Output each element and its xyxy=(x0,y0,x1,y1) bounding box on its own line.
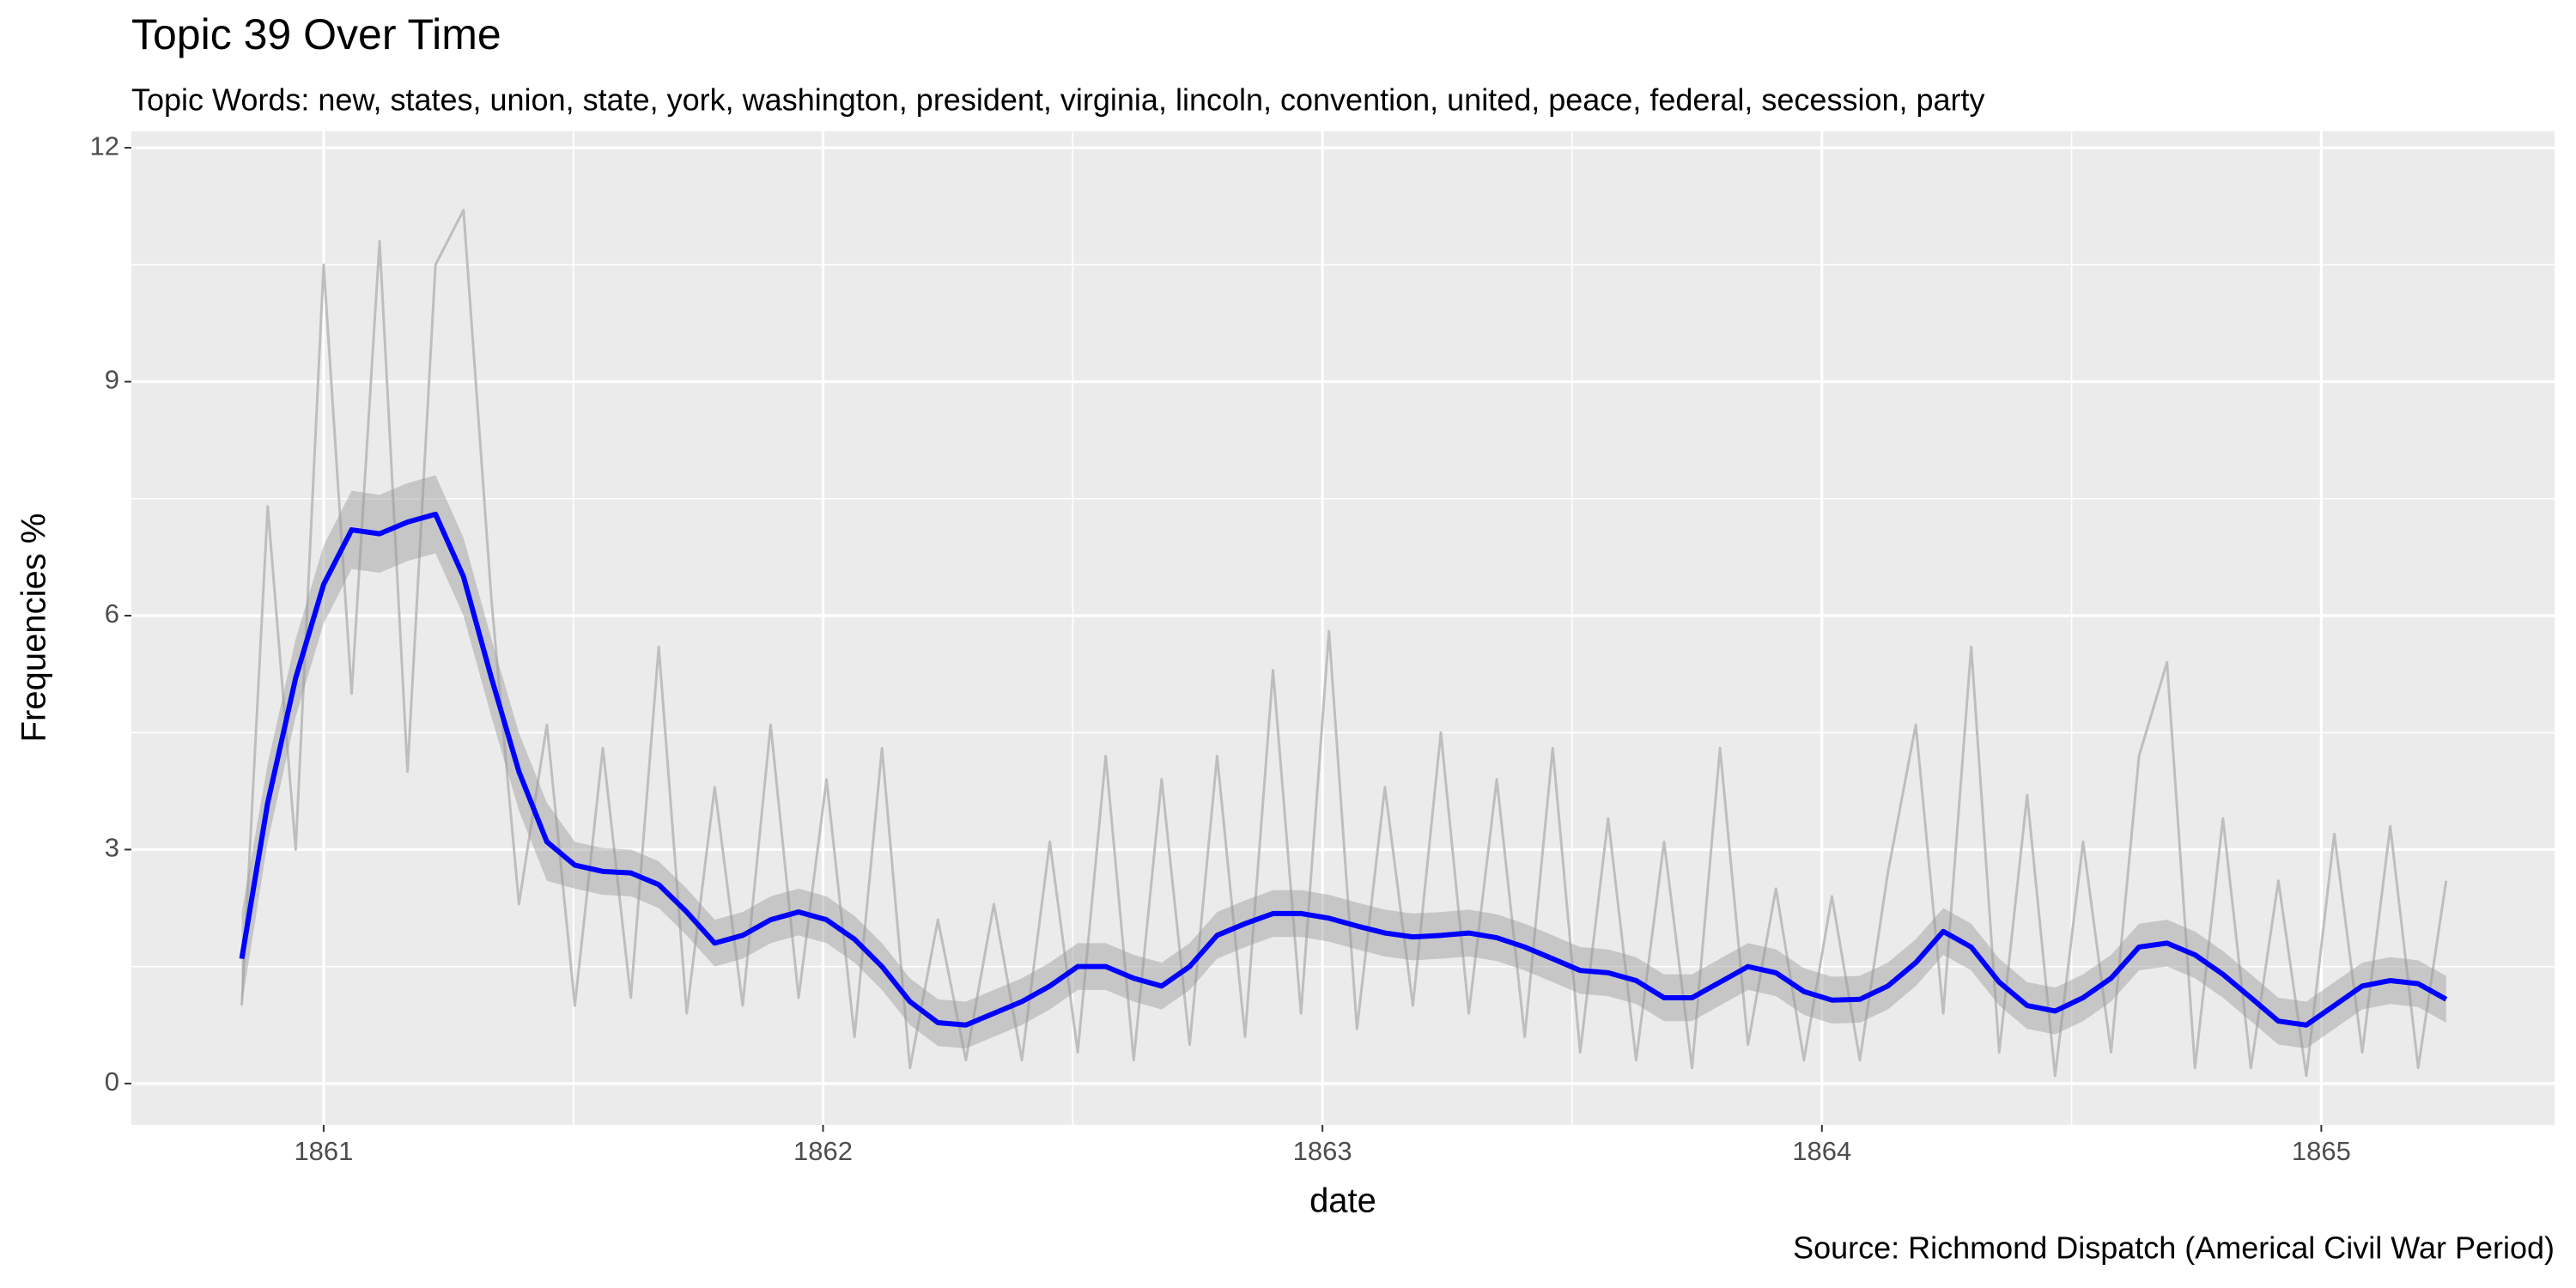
chart-subtitle: Topic Words: new, states, union, state, … xyxy=(131,82,1985,118)
chart-title: Topic 39 Over Time xyxy=(131,10,501,58)
y-tick-label: 0 xyxy=(105,1066,119,1097)
x-tick-label: 1864 xyxy=(1792,1136,1851,1166)
confidence-band xyxy=(241,475,2446,1048)
y-axis-title: Frequencies % xyxy=(15,513,53,743)
raw-line xyxy=(240,209,2448,1078)
y-tick-label: 9 xyxy=(105,365,119,395)
y-tick-label: 6 xyxy=(105,598,119,629)
x-tick-label: 1865 xyxy=(2292,1136,2351,1166)
y-tick-label: 3 xyxy=(105,833,119,863)
x-axis-title: date xyxy=(1309,1182,1376,1220)
x-tick-label: 1861 xyxy=(294,1136,353,1166)
smooth-line xyxy=(239,511,2448,1028)
caption: Source: Richmond Dispatch (Americal Civi… xyxy=(1793,1230,2555,1266)
x-tick-label: 1863 xyxy=(1293,1136,1352,1166)
y-tick-label: 12 xyxy=(90,131,119,161)
x-tick-label: 1862 xyxy=(793,1136,853,1166)
plot-panel xyxy=(131,131,2555,1125)
